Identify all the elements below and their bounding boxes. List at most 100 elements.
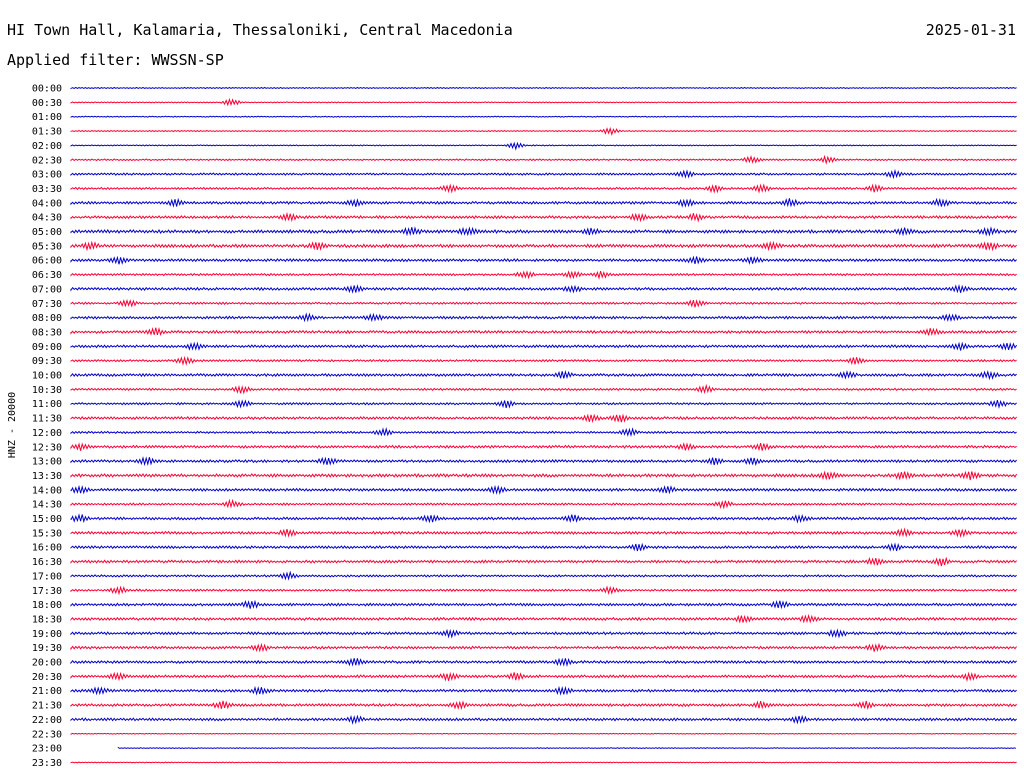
trace-line — [117, 746, 1017, 750]
time-tick-label: 13:30 — [32, 471, 62, 482]
time-tick-label: 17:00 — [32, 571, 62, 582]
time-tick-label: 13:00 — [32, 457, 62, 468]
trace-line — [70, 355, 1017, 366]
trace-line — [70, 97, 1017, 107]
trace-line — [70, 685, 1017, 696]
trace-line — [70, 470, 1018, 481]
time-tick-label: 23:30 — [32, 758, 62, 769]
time-tick-label: 08:30 — [32, 327, 62, 338]
trace-line — [70, 327, 1017, 337]
trace-line — [70, 240, 1017, 252]
time-tick-label: 19:00 — [32, 629, 62, 640]
seismic-traces — [70, 86, 1018, 764]
time-tick-label: 22:00 — [32, 715, 62, 726]
trace-line — [70, 183, 1017, 194]
trace-line — [70, 761, 1017, 764]
time-tick-label: 14:00 — [32, 485, 62, 496]
trace-line — [70, 628, 1017, 639]
time-tick-label: 00:30 — [32, 98, 62, 109]
trace-line — [70, 369, 1017, 381]
trace-line — [70, 513, 1017, 524]
time-tick-label: 06:30 — [32, 270, 62, 281]
trace-line — [70, 599, 1017, 610]
trace-line — [70, 732, 1017, 735]
trace-line — [70, 671, 1017, 683]
time-tick-label: 18:00 — [32, 600, 62, 611]
time-tick-label: 04:30 — [32, 213, 62, 224]
trace-line — [70, 570, 1017, 581]
trace-line — [70, 270, 1017, 280]
trace-line — [70, 613, 1017, 624]
trace-line — [70, 341, 1018, 351]
trace-line — [70, 141, 1017, 151]
time-tick-label: 23:00 — [32, 744, 62, 755]
trace-line — [70, 284, 1017, 294]
trace-line — [70, 427, 1017, 437]
time-tick-label: 12:30 — [32, 442, 62, 453]
trace-line — [70, 312, 1017, 323]
time-tick-label: 16:30 — [32, 557, 62, 568]
trace-line — [70, 556, 1017, 567]
time-tick-label: 17:30 — [32, 586, 62, 597]
time-tick-label: 03:00 — [32, 170, 62, 181]
time-tick-label: 04:00 — [32, 198, 62, 209]
time-tick-label: 22:30 — [32, 729, 62, 740]
time-tick-label: 02:30 — [32, 155, 62, 166]
record-date: 2025-01-31 — [925, 21, 1016, 39]
time-tick-label: 21:30 — [32, 701, 62, 712]
time-tick-label: 19:30 — [32, 643, 62, 654]
time-tick-label: 14:30 — [32, 500, 62, 511]
trace-line — [70, 542, 1017, 552]
time-tick-label: 15:30 — [32, 528, 62, 539]
time-tick-label: 20:30 — [32, 672, 62, 683]
trace-line — [70, 154, 1017, 165]
trace-line — [70, 413, 1017, 424]
trace-line — [70, 456, 1017, 467]
trace-line — [70, 442, 1017, 452]
time-tick-label: 09:30 — [32, 356, 62, 367]
trace-line — [70, 484, 1017, 495]
time-tick-label: 07:30 — [32, 299, 62, 310]
trace-line — [70, 383, 1017, 395]
trace-line — [70, 700, 1017, 711]
time-tick-label: 15:00 — [32, 514, 62, 525]
trace-line — [70, 527, 1017, 538]
time-tick-label: 00:00 — [32, 84, 62, 95]
trace-line — [70, 657, 1017, 667]
trace-line — [70, 126, 1017, 137]
time-tick-label: 01:00 — [32, 112, 62, 123]
trace-line — [70, 197, 1017, 208]
time-tick-label: 09:00 — [32, 342, 62, 353]
time-tick-label: 02:00 — [32, 141, 62, 152]
time-tick-label: 21:00 — [32, 686, 62, 697]
trace-line — [70, 585, 1017, 596]
trace-line — [70, 168, 1017, 180]
trace-line — [70, 211, 1017, 223]
time-tick-label: 10:30 — [32, 385, 62, 396]
time-tick-label: 18:30 — [32, 614, 62, 625]
time-tick-label: 16:00 — [32, 543, 62, 554]
time-tick-label: 01:30 — [32, 127, 62, 138]
trace-line — [70, 498, 1017, 510]
time-tick-label: 07:00 — [32, 284, 62, 295]
trace-line — [70, 642, 1017, 653]
time-tick-label: 11:30 — [32, 414, 62, 425]
trace-line — [70, 86, 1017, 90]
y-axis-label: HNZ - 20000 — [7, 392, 18, 458]
time-tick-label: 12:00 — [32, 428, 62, 439]
time-tick-label: 05:00 — [32, 227, 62, 238]
trace-line — [70, 255, 1017, 265]
time-tick-label: 10:00 — [32, 371, 62, 382]
time-tick-label: 05:30 — [32, 241, 62, 252]
filter-label: Applied filter: WWSSN-SP — [7, 51, 224, 69]
time-tick-label: 11:00 — [32, 399, 62, 410]
time-tick-label: 20:00 — [32, 658, 62, 669]
time-tick-labels: 00:00 00:30 01:00 01:30 02:00 02:30 03:00 03:30… — [32, 84, 62, 769]
time-tick-label: 08:00 — [32, 313, 62, 324]
trace-line — [70, 399, 1017, 409]
trace-line — [70, 226, 1018, 237]
time-tick-label: 03:30 — [32, 184, 62, 195]
station-title: HI Town Hall, Kalamaria, Thessaloniki, C… — [7, 21, 513, 39]
time-tick-label: 06:00 — [32, 256, 62, 267]
